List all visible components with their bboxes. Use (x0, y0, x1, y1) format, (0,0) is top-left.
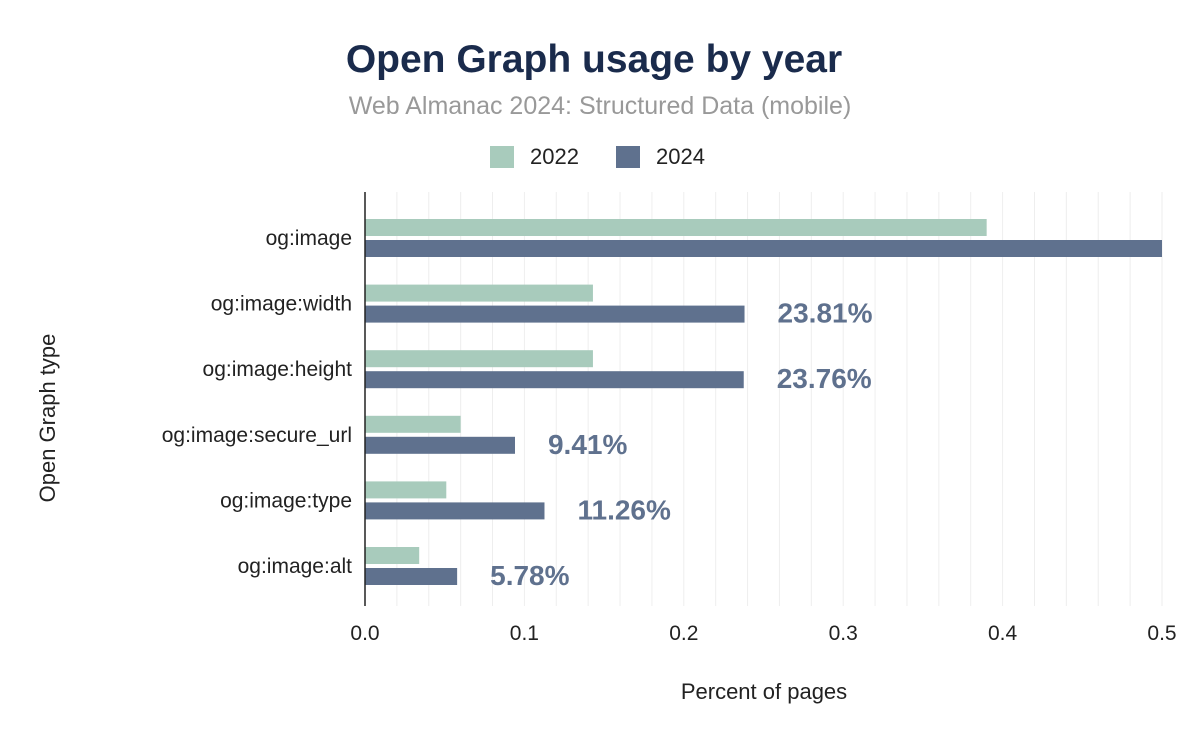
legend: 2022 2024 (490, 144, 705, 169)
bar-2024-og-image-secure-url (365, 436, 515, 454)
category-label-og-image-height: og:image:height (203, 358, 353, 381)
data-label-og-image-secure-url: 9.41% (548, 429, 627, 460)
chart-title: Open Graph usage by year (346, 38, 842, 81)
x-tick-label: 0.3 (829, 622, 858, 645)
x-tick-label: 0.5 (1147, 622, 1176, 645)
bar-2024-og-image-height (365, 371, 744, 389)
category-labels: og:image og:image:width og:image:height og:… (162, 227, 352, 578)
bar-2022-og-image-alt (365, 547, 420, 564)
category-label-og-image-width: og:image:width (211, 293, 352, 316)
x-tick-label: 0.1 (510, 622, 539, 645)
category-label-og-image-secure-url: og:image:secure_url (162, 424, 352, 447)
data-label-og-image-height: 23.76% (777, 363, 872, 394)
bar-2024-og-image-type (365, 502, 545, 520)
x-axis-title: Percent of pages (681, 679, 847, 704)
gridlines (396, 192, 1163, 606)
x-ticks: 0.0 0.1 0.2 0.3 0.4 0.5 (350, 622, 1176, 645)
x-tick-label: 0.2 (669, 622, 698, 645)
legend-swatch-2022 (490, 146, 514, 168)
data-label-og-image-width: 23.81% (778, 298, 873, 329)
bar-2024-og-image-width (365, 305, 745, 323)
legend-swatch-2024 (616, 146, 640, 168)
bar-2022-og-image-height (365, 350, 593, 368)
bar-2022-og-image (365, 219, 987, 236)
category-label-og-image-alt: og:image:alt (238, 555, 353, 578)
bars (365, 219, 1162, 585)
y-axis-title: Open Graph type (35, 334, 60, 503)
legend-label-2024: 2024 (656, 144, 705, 169)
bar-2022-og-image-secure-url (365, 415, 461, 433)
data-label-og-image-type: 11.26% (577, 494, 671, 525)
bar-2022-og-image-width (365, 284, 593, 302)
legend-label-2022: 2022 (530, 144, 579, 169)
x-tick-label: 0.4 (988, 622, 1018, 645)
value-labels: 23.81% 23.76% 9.41% 11.26% 5.78% (490, 298, 872, 591)
bar-2022-og-image-type (365, 481, 447, 499)
bar-2024-og-image-alt (365, 568, 458, 585)
chart-subtitle: Web Almanac 2024: Structured Data (mobil… (349, 92, 852, 120)
data-label-og-image-alt: 5.78% (490, 560, 569, 591)
bar-2024-og-image (365, 240, 1162, 257)
category-label-og-image: og:image (266, 227, 352, 250)
x-tick-label: 0.0 (350, 622, 379, 645)
category-label-og-image-type: og:image:type (220, 489, 352, 512)
